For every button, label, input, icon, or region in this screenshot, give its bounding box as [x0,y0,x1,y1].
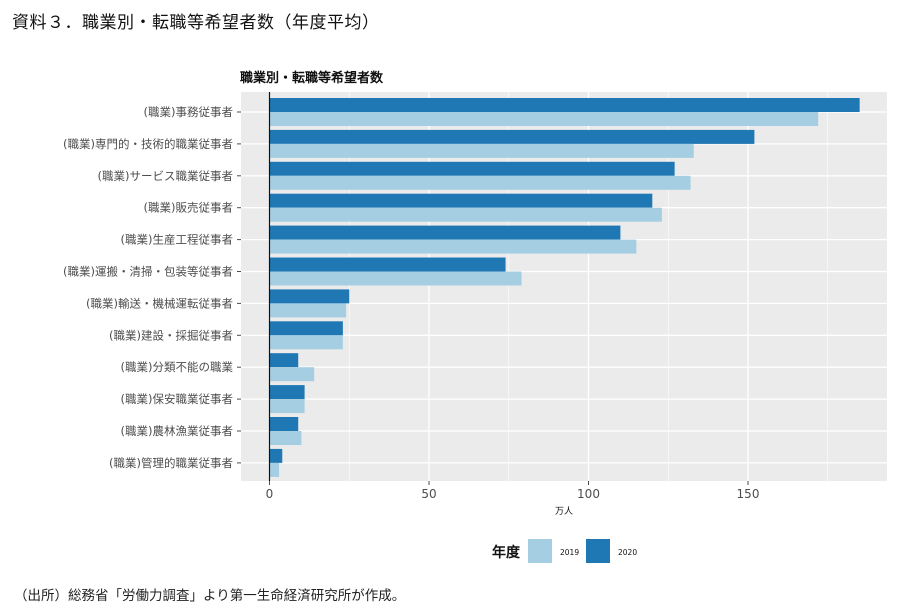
bar-2020 [269,353,299,368]
chart-title: 職業別・転職等希望者数 [240,70,384,86]
x-tick-label: 0 [266,487,274,501]
x-axis-label: 万人 [555,506,573,517]
legend: 年度 2019 2020 [492,539,637,563]
bar-2020 [269,257,506,272]
bar-2019 [269,271,522,286]
category-label: (職業)販売従事者 [144,201,233,215]
bar-2019 [269,399,305,414]
category-labels: (職業)事務従事者 (職業)専門的・技術的職業従事者 (職業)サービス職業従事者 (職… [63,105,241,470]
source-note: （出所）総務省「労働力調査」より第一生命経済研究所が作成。 [14,588,406,604]
bar-2020 [269,385,305,400]
category-label: (職業)分類不能の職業 [121,360,234,374]
category-label: (職業)事務従事者 [144,105,233,119]
legend-label-2020: 2020 [618,548,637,557]
x-tick-label: 150 [737,487,760,501]
bar-2020 [269,225,621,240]
category-label: (職業)農林漁業従事者 [121,424,233,438]
bar-2020 [269,98,860,112]
bar-2019 [269,143,694,158]
x-tick-labels: 0 50 100 150 [266,481,760,501]
bar-2019 [269,112,819,126]
category-label: (職業)サービス職業従事者 [98,169,233,183]
bar-2019 [269,367,315,382]
bar-2019 [269,462,280,477]
document-title: 資料３．職業別・転職等希望者数（年度平均） [12,13,380,33]
legend-key-2020 [586,539,610,563]
bar-2020 [269,448,283,463]
category-label: (職業)建設・採掘従事者 [109,328,233,342]
bar-chart: 職業別・転職等希望者数 (職業)事務従事者(職業)専門的・技術的職業従事者(職業… [63,70,887,563]
bar-2019 [269,207,662,222]
bars [269,98,860,477]
bar-2019 [269,335,343,350]
bar-2020 [269,193,653,208]
category-label: (職業)運搬・清掃・包装等従事者 [63,265,233,279]
bar-2019 [269,175,691,190]
bar-2020 [269,289,350,304]
bar-2020 [269,129,755,144]
x-tick-label: 50 [421,487,436,501]
category-label: (職業)専門的・技術的職業従事者 [63,137,233,151]
bar-2019 [269,431,302,445]
category-label: (職業)生産工程従事者 [121,233,233,247]
legend-key-2019 [528,539,552,563]
bar-2020 [269,417,299,431]
category-label: (職業)保安職業従事者 [121,392,233,406]
legend-title: 年度 [492,544,521,561]
category-label: (職業)輸送・機械運転従事者 [86,296,233,310]
bar-2020 [269,161,675,176]
legend-label-2019: 2019 [560,548,579,557]
bar-2020 [269,321,343,336]
category-label: (職業)管理的職業従事者 [109,456,233,470]
bar-2019 [269,239,637,254]
x-tick-label: 100 [577,487,600,501]
bar-2019 [269,303,347,318]
